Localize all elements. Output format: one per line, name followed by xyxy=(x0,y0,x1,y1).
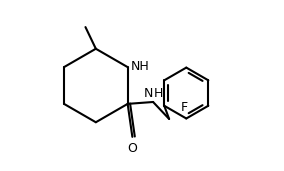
Text: N: N xyxy=(144,87,153,100)
Text: F: F xyxy=(181,101,188,114)
Text: NH: NH xyxy=(131,60,150,73)
Text: H: H xyxy=(154,87,163,100)
Text: O: O xyxy=(128,142,137,155)
